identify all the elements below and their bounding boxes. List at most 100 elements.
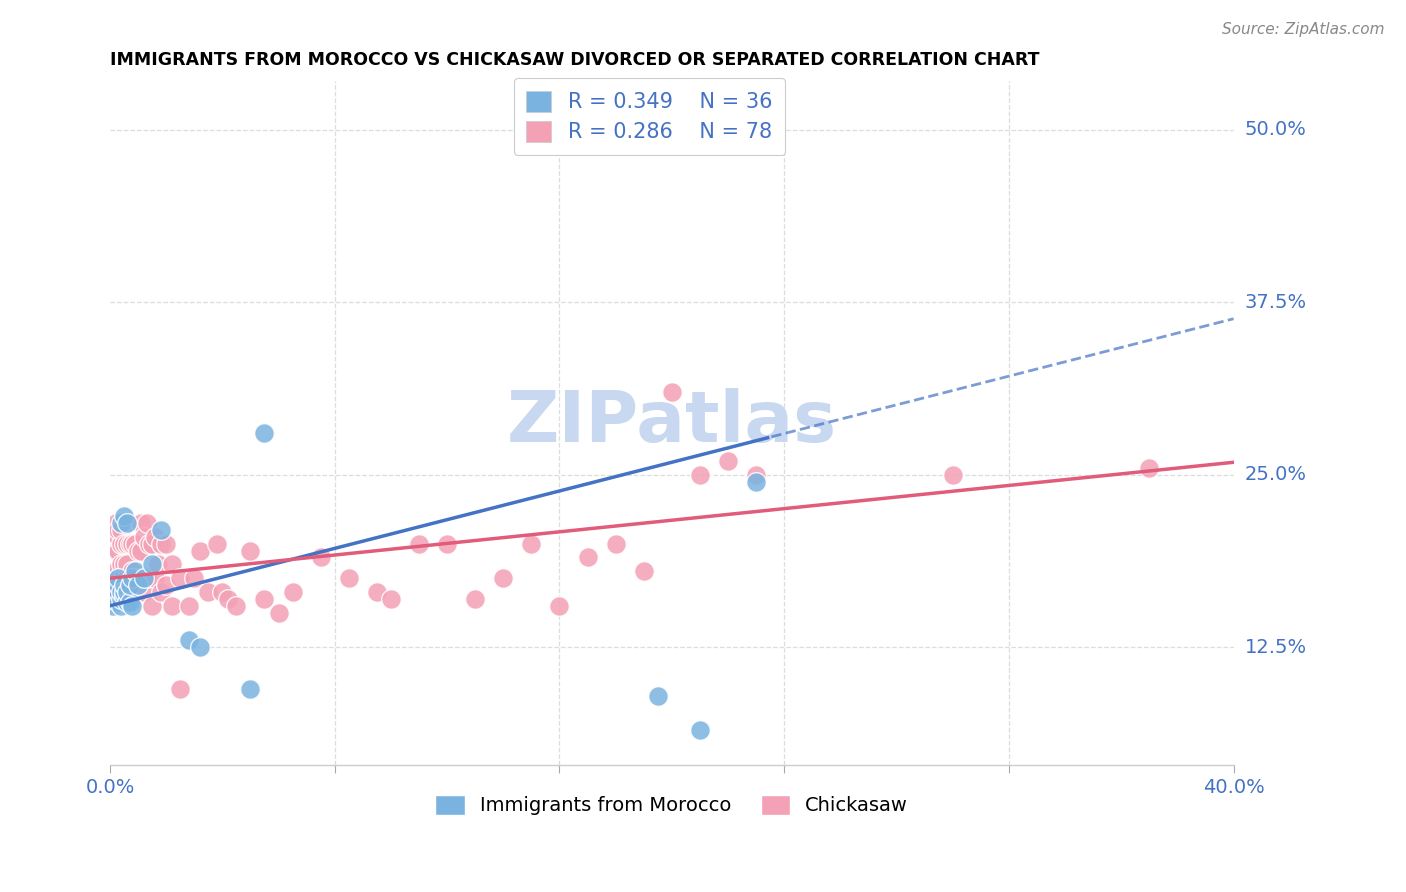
Point bbox=[104, 578, 127, 592]
Point bbox=[107, 523, 129, 537]
Point bbox=[110, 523, 132, 537]
Point bbox=[141, 537, 163, 551]
Point bbox=[110, 585, 132, 599]
Point bbox=[143, 530, 166, 544]
Point bbox=[160, 558, 183, 572]
Point bbox=[149, 585, 172, 599]
Point bbox=[183, 571, 205, 585]
Point bbox=[129, 543, 152, 558]
Point bbox=[121, 571, 143, 585]
Point bbox=[149, 537, 172, 551]
Point bbox=[124, 564, 146, 578]
Point bbox=[253, 591, 276, 606]
Point bbox=[115, 585, 138, 599]
Point bbox=[107, 571, 129, 585]
Point bbox=[121, 564, 143, 578]
Point bbox=[217, 591, 239, 606]
Point bbox=[177, 633, 200, 648]
Point bbox=[112, 589, 135, 603]
Point bbox=[104, 543, 127, 558]
Point bbox=[112, 509, 135, 524]
Text: 12.5%: 12.5% bbox=[1244, 638, 1308, 657]
Point bbox=[112, 567, 135, 582]
Point bbox=[155, 578, 177, 592]
Point bbox=[188, 543, 211, 558]
Point bbox=[107, 571, 129, 585]
Point bbox=[211, 585, 233, 599]
Point bbox=[717, 454, 740, 468]
Point bbox=[141, 599, 163, 613]
Point bbox=[107, 578, 129, 592]
Point bbox=[146, 558, 169, 572]
Point bbox=[129, 516, 152, 530]
Point bbox=[118, 578, 141, 592]
Point bbox=[107, 585, 129, 599]
Point bbox=[112, 585, 135, 599]
Point bbox=[605, 537, 627, 551]
Point bbox=[239, 543, 262, 558]
Point bbox=[647, 689, 669, 703]
Point bbox=[337, 571, 360, 585]
Point bbox=[520, 537, 543, 551]
Point bbox=[127, 571, 149, 585]
Point bbox=[101, 571, 124, 585]
Point bbox=[492, 571, 515, 585]
Point bbox=[366, 585, 388, 599]
Text: Source: ZipAtlas.com: Source: ZipAtlas.com bbox=[1222, 22, 1385, 37]
Point bbox=[101, 585, 124, 599]
Point bbox=[127, 543, 149, 558]
Point bbox=[104, 585, 127, 599]
Point bbox=[110, 516, 132, 530]
Point bbox=[132, 585, 155, 599]
Point bbox=[101, 591, 124, 606]
Y-axis label: Divorced or Separated: Divorced or Separated bbox=[0, 321, 8, 524]
Point bbox=[127, 578, 149, 592]
Point bbox=[745, 475, 768, 489]
Point bbox=[104, 564, 127, 578]
Point bbox=[112, 558, 135, 572]
Point bbox=[110, 558, 132, 572]
Point bbox=[118, 571, 141, 585]
Point bbox=[1137, 460, 1160, 475]
Point bbox=[132, 571, 155, 585]
Point bbox=[104, 589, 127, 603]
Point bbox=[169, 571, 191, 585]
Point bbox=[110, 599, 132, 613]
Text: 50.0%: 50.0% bbox=[1244, 120, 1306, 139]
Point bbox=[107, 595, 129, 609]
Point bbox=[464, 591, 486, 606]
Point bbox=[124, 537, 146, 551]
Point bbox=[188, 640, 211, 655]
Point bbox=[309, 550, 332, 565]
Point bbox=[143, 571, 166, 585]
Point bbox=[155, 537, 177, 551]
Point bbox=[115, 571, 138, 585]
Point bbox=[115, 558, 138, 572]
Text: 37.5%: 37.5% bbox=[1244, 293, 1308, 311]
Point bbox=[112, 578, 135, 592]
Point bbox=[661, 384, 683, 399]
Point bbox=[107, 543, 129, 558]
Point bbox=[135, 516, 157, 530]
Point bbox=[104, 516, 127, 530]
Point bbox=[169, 681, 191, 696]
Point bbox=[141, 558, 163, 572]
Point bbox=[121, 537, 143, 551]
Point bbox=[197, 585, 219, 599]
Point bbox=[239, 681, 262, 696]
Point bbox=[281, 585, 304, 599]
Point bbox=[205, 537, 228, 551]
Point bbox=[101, 599, 124, 613]
Point bbox=[689, 723, 711, 737]
Point bbox=[115, 537, 138, 551]
Point bbox=[408, 537, 430, 551]
Point bbox=[380, 591, 402, 606]
Text: 25.0%: 25.0% bbox=[1244, 466, 1306, 484]
Point bbox=[745, 467, 768, 482]
Point bbox=[115, 595, 138, 609]
Text: ZIPatlas: ZIPatlas bbox=[506, 388, 837, 458]
Point bbox=[115, 516, 138, 530]
Point bbox=[177, 599, 200, 613]
Point bbox=[118, 537, 141, 551]
Point bbox=[689, 467, 711, 482]
